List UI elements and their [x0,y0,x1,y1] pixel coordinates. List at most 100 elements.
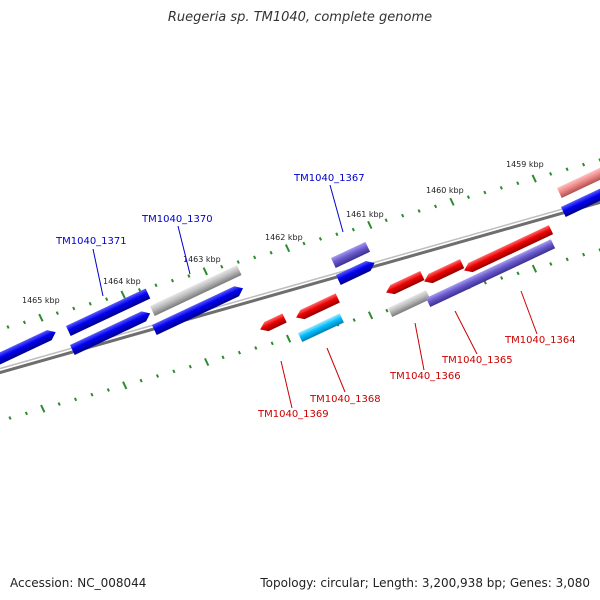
scale-tick-minor [88,301,92,306]
gene-leader-line [520,290,538,335]
scale-tick-minor [433,204,438,209]
gene-arrow-cyan[interactable] [298,313,344,343]
gene-leader-line [414,322,425,371]
scale-tick-minor [582,252,586,257]
gene-arrow-blue[interactable] [561,185,600,217]
scale-tick-minor [221,355,225,360]
scale-tick-minor [172,369,176,374]
scale-tick-minor [155,374,160,378]
scale-tick-minor [73,397,78,402]
gene-arrow-gray[interactable] [388,290,431,318]
scale-tick-minor [499,185,503,190]
scale-tick-minor [22,320,27,325]
gene-arrow-red[interactable] [422,259,465,286]
scale-tick-minor [139,378,143,383]
scale-label: 1465 kbp [22,296,60,305]
scale-tick-minor [105,297,109,302]
gene-arrow-blue[interactable] [0,327,58,367]
scale-tick-minor [318,236,323,241]
gene-arrow-red[interactable] [294,293,340,322]
scale-label: 1459 kbp [506,160,544,169]
scale-tick-minor [483,280,487,285]
scale-tick-minor [384,218,388,223]
gene-label-lower[interactable]: TM1040_1365 [441,355,513,366]
scale-tick-major [531,174,537,183]
scale-tick-minor [24,411,28,416]
scale-tick-major [367,220,373,229]
gene-label-lower[interactable]: TM1040_1364 [504,335,576,346]
genome-summary: Topology: circular; Length: 3,200,938 bp… [260,576,590,590]
scale-tick-major [284,244,291,253]
scale-tick-minor [270,341,274,346]
scale-tick-minor [565,167,569,172]
gene-arrow-blue[interactable] [152,283,245,335]
gene-label-upper[interactable]: TM1040_1371 [55,236,127,247]
gene-arrow-blue[interactable] [336,258,377,285]
scale-tick-minor [269,250,273,255]
genome-backbone-outer [0,200,600,375]
gene-arrow-purple[interactable] [426,239,556,308]
gene-leader-line [92,248,104,297]
scale-tick-minor [187,274,191,278]
scale-track-lower [8,248,600,420]
gene-arrow-blue[interactable] [70,308,152,355]
scale-tick-minor [8,416,12,420]
genome-title: Ruegeria sp. TM1040, complete genome [167,10,433,25]
gene-arrow-red[interactable] [384,270,425,297]
scale-tick-minor [302,241,306,246]
accession-label: Accession: NC_008044 [10,576,147,590]
scale-tick-major [449,197,455,206]
scale-tick-minor [351,227,355,232]
scale-tick-minor [6,325,10,329]
scale-tick-major [286,334,292,343]
scale-tick-minor [90,392,94,397]
scale-tick-minor [335,232,339,237]
scale-tick-minor [516,181,520,186]
gene-label-lower[interactable]: TM1040_1368 [309,394,381,405]
scale-tick-minor [106,388,110,392]
scale-tick-minor [516,271,520,276]
scale-tick-minor [466,195,471,199]
scale-tick-major [38,313,44,322]
scale-tick-minor [385,308,389,313]
scale-tick-major [367,311,374,320]
gene-leader-line [177,225,191,275]
scale-label: 1463 kbp [183,255,221,264]
gene-arrow-blue[interactable] [66,288,151,336]
scale-tick-major [531,264,538,273]
gene-leader-line [280,360,293,409]
gene-arrow-red[interactable] [462,225,554,275]
scale-tick-major [120,290,126,299]
scale-tick-minor [137,288,142,292]
gene-label-lower[interactable]: TM1040_1366 [389,371,461,382]
scale-tick-minor [352,318,356,322]
scale-tick-minor [72,306,76,311]
scale-tick-major [122,381,128,390]
scale-tick-minor [236,260,240,264]
gene-arrow-red[interactable] [258,313,287,334]
gene-label-lower[interactable]: TM1040_1369 [257,409,329,420]
scale-tick-minor [254,346,258,350]
scale-tick-major [40,404,46,413]
scale-label: 1461 kbp [346,210,384,219]
gene-arrow-gray[interactable] [150,265,242,316]
scale-tick-minor [154,283,158,288]
scale-tick-minor [500,276,504,280]
gene-label-upper[interactable]: TM1040_1370 [141,214,213,225]
scale-tick-minor [220,264,224,269]
scale-tick-minor [581,162,586,167]
scale-tick-minor [170,278,175,283]
gene-leader-line [326,347,346,393]
gene-label-upper[interactable]: TM1040_1367 [293,173,365,184]
scale-label: 1464 kbp [103,277,141,286]
scale-tick-minor [401,213,405,218]
scale-tick-minor [565,257,569,262]
gene-arrow-purple[interactable] [331,241,371,268]
scale-label: 1462 kbp [265,233,303,242]
scale-tick-minor [253,255,257,260]
scale-tick-minor [549,172,553,176]
gene-arrow-pink[interactable] [557,166,600,198]
scale-label: 1460 kbp [426,186,464,195]
scale-tick-minor [57,402,61,406]
